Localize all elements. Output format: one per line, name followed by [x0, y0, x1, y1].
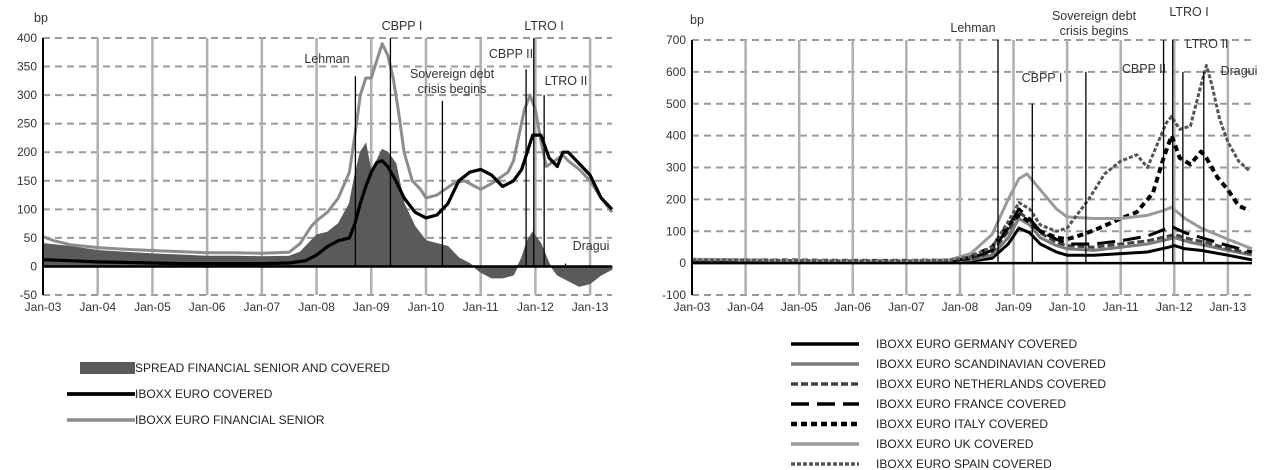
left-legend-label: IBOXX EURO FINANCIAL SENIOR	[135, 413, 325, 427]
right-series-scandinavian	[692, 217, 1253, 264]
right-event-label: LTRO II	[1186, 37, 1229, 51]
right-event-label: Dragui	[1221, 64, 1258, 78]
right-series-lines	[691, 64, 1253, 264]
right-x-tick-label: Jan-11	[1103, 300, 1139, 314]
left-legend: SPREAD FINANCIAL SENIOR AND COVERED IBOXX…	[67, 361, 390, 427]
left-event-label: Lehman	[304, 52, 349, 66]
left-x-tick-label: Jan-07	[243, 300, 280, 314]
right-event-label: Lehman	[950, 21, 995, 35]
right-y-tick-label: 600	[666, 65, 686, 79]
right-event-label: CBPP II	[1122, 62, 1166, 76]
left-event-label: Sovereign debt	[410, 67, 495, 81]
right-legend: IBOXX EURO GERMANY COVERED IBOXX EURO SCA…	[791, 337, 1106, 470]
left-x-tick-label: Jan-11	[463, 300, 499, 314]
left-event-label: Dragui	[573, 239, 610, 253]
right-x-tick-label: Jan-07	[888, 300, 925, 314]
left-series-lines	[42, 42, 614, 266]
left-x-tick-label: Jan-10	[408, 300, 445, 314]
right-event-label: LTRO I	[1169, 5, 1208, 19]
right-x-tick-label: Jan-08	[942, 300, 979, 314]
right-y-tick-label: 100	[666, 224, 686, 238]
right-grid	[692, 39, 1252, 296]
left-series-black	[42, 133, 614, 266]
right-unit-label: bp	[690, 13, 704, 27]
left-event-label: CBPP I	[382, 19, 423, 33]
left-legend-label: IBOXX EURO COVERED	[135, 387, 273, 401]
right-series-france	[691, 207, 1253, 263]
left-x-tick-label: Jan-13	[572, 300, 609, 314]
right-x-tick-label: Jan-03	[674, 300, 711, 314]
left-event-label: LTRO I	[524, 19, 563, 33]
left-x-tick-label: Jan-04	[79, 300, 116, 314]
left-y-tick-label: 0	[30, 259, 37, 273]
left-event-label: CBPP II	[489, 47, 533, 61]
right-y-tick-label: 0	[679, 256, 686, 270]
right-x-tick-label: Jan-10	[1049, 300, 1086, 314]
left-unit-label: bp	[34, 11, 48, 25]
right-legend-label: IBOXX EURO ITALY COVERED	[876, 417, 1048, 431]
left-x-tick-label: Jan-03	[25, 300, 62, 314]
left-axes: -50 0 50 100 150 200 250 300 350 400 Jan-03 Jan-04 J…	[17, 31, 612, 314]
left-y-tick-label: 300	[17, 88, 37, 102]
left-y-tick-label: 250	[17, 117, 37, 131]
left-y-tick-label: 100	[17, 202, 37, 216]
left-legend-swatch	[80, 362, 135, 374]
left-y-tick-label: 400	[17, 31, 37, 45]
right-x-tick-label: Jan-05	[781, 300, 818, 314]
left-spread-area	[42, 142, 613, 287]
left-y-tick-label: 150	[17, 174, 37, 188]
right-event-label: Sovereign debt	[1052, 9, 1137, 23]
left-spread-bars	[42, 142, 613, 287]
right-y-tick-label: 300	[666, 161, 686, 175]
right-series-netherlands	[691, 210, 1253, 263]
right-legend-label: IBOXX EURO GERMANY COVERED	[876, 337, 1077, 351]
right-axes: -100 0 100 200 300 400 500 600 700 Jan-03 Jan-04 Ja…	[662, 33, 1252, 314]
right-event-label: crisis begins	[1060, 24, 1129, 38]
left-x-tick-label: Jan-08	[298, 300, 335, 314]
left-y-tick-label: 50	[24, 231, 38, 245]
left-legend-label: SPREAD FINANCIAL SENIOR AND COVERED	[135, 361, 390, 375]
left-grid	[43, 37, 612, 296]
right-y-tick-label: -100	[662, 288, 686, 302]
right-y-tick-label: 500	[666, 97, 686, 111]
left-series-gray	[42, 42, 614, 255]
right-series-spain	[691, 64, 1251, 263]
right-x-tick-label: Jan-12	[1156, 300, 1193, 314]
right-x-tick-label: Jan-04	[727, 300, 764, 314]
left-y-tick-label: 350	[17, 60, 37, 74]
left-event-label: crisis begins	[418, 82, 487, 96]
right-legend-label: IBOXX EURO UK COVERED	[876, 437, 1034, 451]
right-x-tick-label: Jan-06	[834, 300, 871, 314]
left-y-tick-label: 200	[17, 145, 37, 159]
right-series-germany	[692, 226, 1253, 264]
left-event-label: LTRO II	[545, 74, 588, 88]
left-x-tick-label: Jan-09	[353, 300, 390, 314]
left-x-tick-label: Jan-12	[517, 300, 554, 314]
right-event-label: CBPP I	[1022, 71, 1063, 85]
right-x-tick-label: Jan-13	[1210, 300, 1247, 314]
right-legend-label: IBOXX EURO FRANCE COVERED	[876, 397, 1066, 411]
right-legend-label: IBOXX EURO NETHERLANDS COVERED	[876, 377, 1106, 391]
left-x-tick-label: Jan-06	[189, 300, 226, 314]
right-legend-label: IBOXX EURO SPAIN COVERED	[876, 457, 1052, 470]
right-legend-label: IBOXX EURO SCANDINAVIAN COVERED	[876, 357, 1106, 371]
left-y-tick-label: -50	[20, 288, 38, 302]
right-y-tick-label: 700	[666, 33, 686, 47]
right-y-tick-label: 400	[666, 129, 686, 143]
right-series-italy	[691, 133, 1251, 263]
left-x-tick-label: Jan-05	[134, 300, 171, 314]
right-x-tick-label: Jan-09	[995, 300, 1032, 314]
right-y-tick-label: 200	[666, 192, 686, 206]
right-series-uk	[691, 172, 1253, 263]
